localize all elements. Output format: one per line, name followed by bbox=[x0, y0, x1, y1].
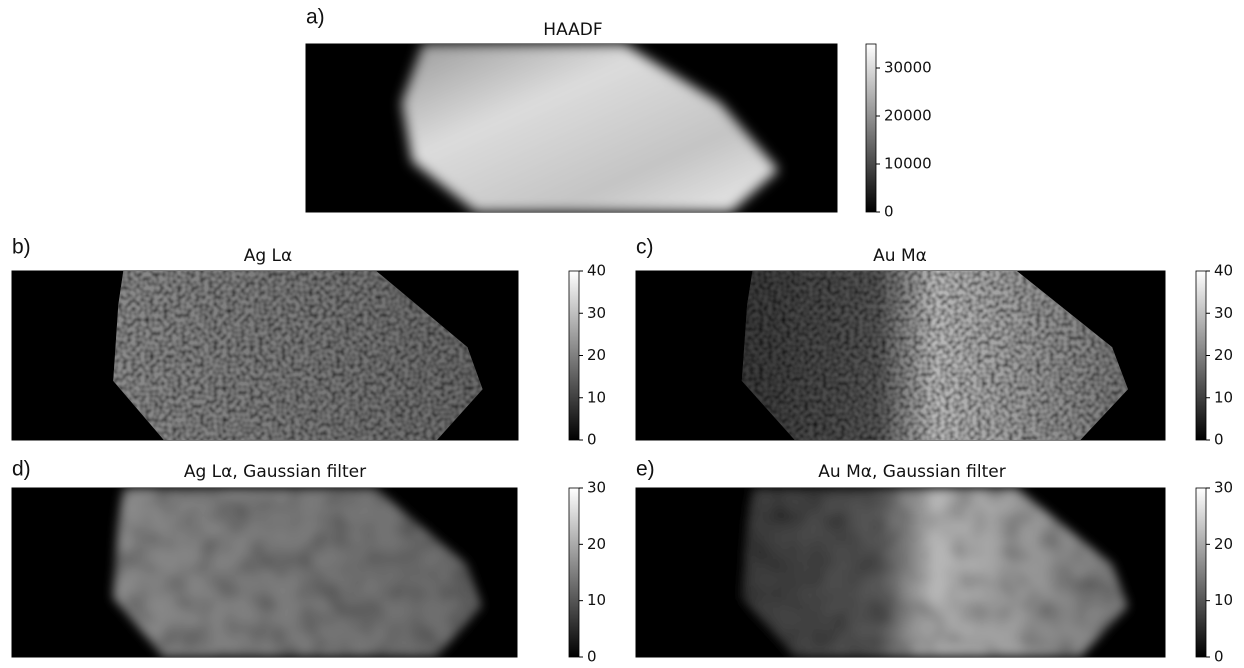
colorbar bbox=[865, 43, 877, 213]
colorbar-tick-label: 0 bbox=[884, 203, 894, 221]
colorbar-tick-label: 20 bbox=[587, 346, 606, 364]
heatmap-image bbox=[635, 270, 1166, 441]
colorbar-tick-label: 30000 bbox=[884, 59, 932, 77]
colorbar bbox=[568, 270, 580, 441]
heatmap-image bbox=[305, 43, 838, 213]
colorbar-tick-label: 40 bbox=[1214, 262, 1233, 280]
colorbar-tick-label: 0 bbox=[587, 648, 597, 666]
colorbar-tick-label: 20000 bbox=[884, 107, 932, 125]
panel-label: e) bbox=[636, 458, 655, 481]
colorbar-tick-label: 40 bbox=[587, 262, 606, 280]
heatmap-image bbox=[11, 270, 519, 441]
colorbar-tick-label: 0 bbox=[1214, 648, 1224, 666]
colorbar-tick-label: 20 bbox=[1214, 346, 1233, 364]
panel-title: Au Mα, Gaussian filter bbox=[818, 462, 1005, 482]
colorbar-tick-label: 20 bbox=[587, 535, 606, 553]
panel-title: Au Mα bbox=[873, 246, 927, 266]
colorbar-tick-label: 30 bbox=[587, 304, 606, 322]
specimen-region bbox=[741, 271, 1128, 440]
image-content bbox=[741, 488, 1128, 657]
heatmap-image bbox=[635, 487, 1166, 658]
panel-label: a) bbox=[306, 6, 325, 29]
panel-label: b) bbox=[12, 236, 31, 259]
colorbar-tick-label: 10 bbox=[587, 388, 606, 406]
specimen-region bbox=[401, 44, 779, 212]
image-content bbox=[113, 488, 482, 657]
panel-title: Ag Lα, Gaussian filter bbox=[184, 462, 366, 482]
colorbar-tick-label: 30 bbox=[1214, 479, 1233, 497]
colorbar-tick-label: 10 bbox=[587, 591, 606, 609]
heatmap-image bbox=[11, 487, 518, 658]
colorbar-tick-label: 30 bbox=[1214, 304, 1233, 322]
image-content bbox=[741, 271, 1128, 440]
colorbar-tick-label: 0 bbox=[587, 431, 597, 449]
colorbar-tick-label: 0 bbox=[1214, 431, 1224, 449]
colorbar-tick-label: 20 bbox=[1214, 535, 1233, 553]
specimen-region bbox=[113, 271, 483, 440]
colorbar-tick-label: 10 bbox=[1214, 388, 1233, 406]
colorbar-tick-label: 10 bbox=[1214, 591, 1233, 609]
specimen-region bbox=[113, 488, 482, 657]
colorbar bbox=[1195, 487, 1207, 658]
panel-title: Ag Lα bbox=[244, 246, 293, 266]
panel-label: d) bbox=[12, 458, 31, 481]
panel-label: c) bbox=[636, 236, 654, 259]
image-content bbox=[401, 44, 779, 212]
image-content bbox=[113, 271, 483, 440]
colorbar-tick-label: 10000 bbox=[884, 155, 932, 173]
specimen-region bbox=[741, 488, 1128, 657]
colorbar bbox=[1195, 270, 1207, 441]
colorbar-tick-label: 30 bbox=[587, 479, 606, 497]
panel-title: HAADF bbox=[543, 20, 602, 40]
colorbar bbox=[568, 487, 580, 658]
